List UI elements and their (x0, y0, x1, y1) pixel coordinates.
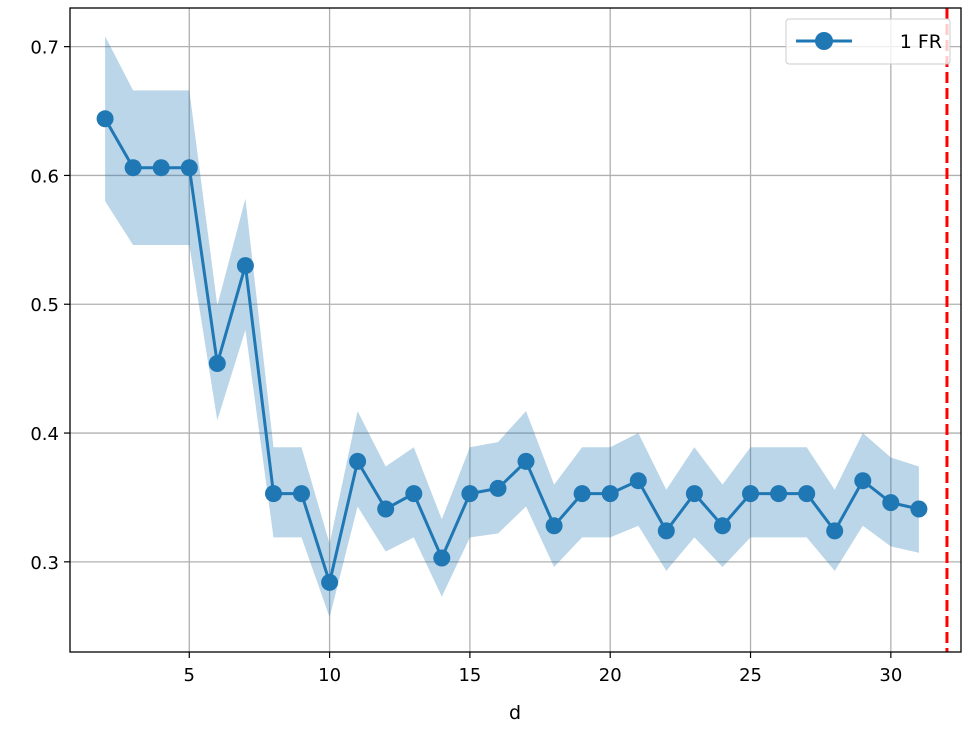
data-point (461, 485, 479, 503)
data-point (152, 159, 170, 177)
data-point (433, 549, 451, 567)
y-tick-label: 0.6 (30, 166, 59, 187)
data-point (405, 485, 423, 503)
data-point (321, 573, 339, 591)
data-point (657, 522, 675, 540)
x-tick-label: 15 (458, 665, 481, 686)
y-tick-label: 0.5 (30, 295, 59, 316)
data-point (349, 452, 367, 470)
x-tick-label: 5 (184, 665, 195, 686)
data-point (236, 257, 254, 275)
data-point (573, 485, 591, 503)
data-point (629, 472, 647, 490)
legend: 1 FR (785, 18, 951, 65)
data-point (517, 452, 535, 470)
x-axis-ticks: 5 10 15 20 25 30 (184, 652, 902, 686)
x-tick-label: 25 (739, 665, 762, 686)
data-point (714, 517, 731, 535)
data-point (742, 485, 759, 503)
data-point (124, 159, 142, 177)
data-point (265, 485, 282, 503)
data-point (489, 479, 507, 497)
data-point (293, 485, 310, 503)
x-tick-label: 20 (599, 665, 622, 686)
data-point (180, 159, 198, 177)
data-point (685, 485, 703, 503)
legend-label: 1 FR (900, 31, 942, 53)
data-point (601, 485, 619, 503)
grid (70, 8, 961, 652)
data-point (882, 494, 900, 512)
data-point (770, 485, 788, 503)
x-axis-label: d (509, 702, 521, 724)
data-point (910, 500, 928, 518)
plot-frame (69, 7, 962, 653)
y-tick-label: 0.7 (30, 38, 59, 59)
data-point (96, 110, 114, 128)
y-axis-ticks: 0.3 0.4 0.5 0.6 0.7 (30, 38, 70, 574)
legend-box (785, 18, 951, 65)
y-tick-label: 0.4 (30, 424, 59, 445)
y-tick-label: 0.3 (30, 553, 59, 574)
data-point (208, 355, 226, 372)
data-point (798, 485, 816, 503)
data-point (545, 517, 563, 535)
x-tick-label: 10 (318, 665, 341, 686)
data-point (854, 472, 872, 490)
data-point-layer (96, 110, 928, 591)
confidence-band (105, 36, 919, 618)
data-point (377, 500, 395, 518)
x-tick-label: 30 (879, 665, 902, 686)
confidence-band-layer (105, 36, 919, 618)
legend-marker-swatch (815, 32, 833, 50)
data-point (826, 522, 844, 540)
